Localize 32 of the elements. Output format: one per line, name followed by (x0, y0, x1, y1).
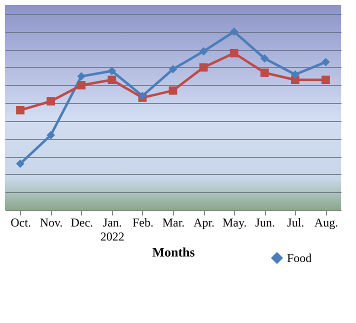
point (199, 47, 208, 56)
legend-label: Food (287, 251, 312, 265)
point (168, 86, 178, 95)
x-tick-label: Nov. (40, 216, 63, 230)
point (46, 130, 55, 140)
point (322, 76, 330, 84)
point (108, 66, 116, 76)
point (77, 72, 86, 80)
point (322, 58, 330, 66)
point (16, 106, 24, 114)
point (108, 76, 116, 84)
point (291, 70, 300, 79)
x-tick-label: Feb. (132, 216, 154, 230)
x-tick-label: May. (222, 216, 247, 230)
point (199, 63, 208, 72)
point (16, 159, 24, 168)
x-axis-title: Months (152, 244, 195, 260)
point (260, 68, 269, 77)
point (46, 97, 55, 106)
point (168, 64, 178, 74)
point (77, 81, 86, 90)
point (260, 54, 269, 63)
x-tick-label: Oct. (10, 216, 31, 230)
point (230, 28, 238, 36)
point (230, 48, 238, 58)
x-tick-label: Dec. (70, 216, 94, 230)
x-tick-label: Aug. (314, 216, 338, 230)
x-tick-label: Jan. 2022 (100, 216, 124, 244)
x-tick-label: Mar. (162, 216, 185, 230)
x-tick-label: Jun. (255, 216, 275, 230)
x-tick-label: Jul. (287, 216, 304, 230)
x-tick-label: Apr. (194, 216, 215, 230)
